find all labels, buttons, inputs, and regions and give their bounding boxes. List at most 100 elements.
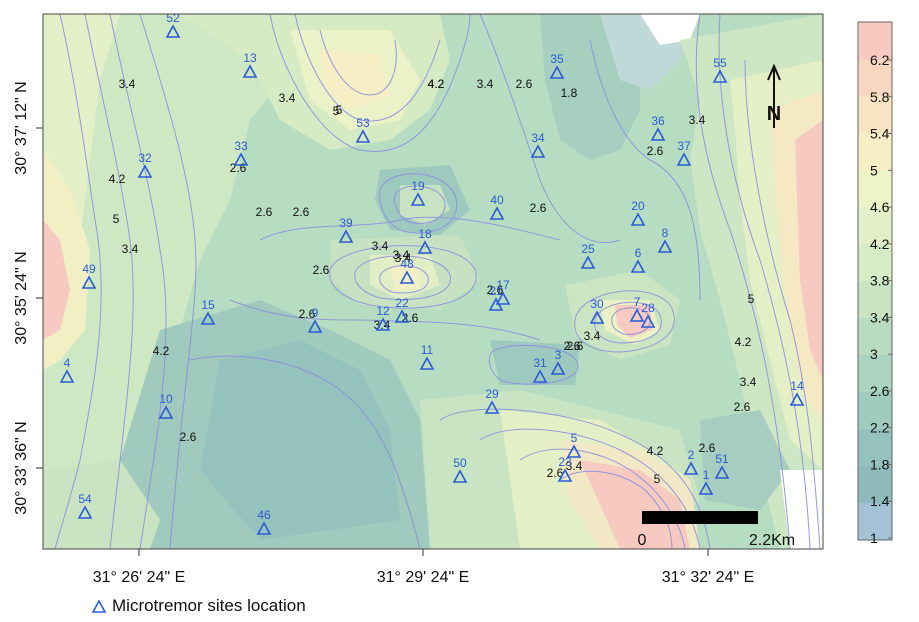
- site-label: 17: [496, 278, 510, 292]
- legend-value-label: 1.4: [870, 493, 890, 509]
- legend-swatch: [858, 170, 892, 208]
- contour-label: 3.4: [584, 329, 601, 343]
- legend-swatch: [858, 281, 892, 319]
- axis-ticks: [36, 127, 709, 556]
- legend-swatch: [858, 96, 892, 134]
- site-label: 19: [411, 179, 425, 193]
- legend-swatch: [858, 207, 892, 245]
- lon-label-left: 31° 26' 24" E: [93, 569, 186, 586]
- site-marker-icon: [714, 465, 730, 479]
- contour-label: 2.6: [647, 144, 664, 158]
- scale-start-label: 0: [638, 532, 647, 549]
- site-marker-icon: [375, 317, 391, 331]
- site-label: 9: [312, 306, 319, 320]
- site-label: 23: [558, 455, 572, 469]
- legend-value-label: 1.8: [870, 456, 890, 472]
- contour-label: 2.6: [564, 339, 581, 353]
- site-marker-icon: [532, 369, 548, 383]
- site-label: 40: [490, 193, 504, 207]
- site-marker-icon: [566, 444, 582, 458]
- site-marker-icon: [676, 152, 692, 166]
- legend-swatch: [858, 59, 892, 97]
- site-marker-icon: [394, 309, 410, 323]
- legend-swatch: [858, 318, 892, 356]
- contour-label: 4.2: [647, 444, 664, 458]
- lat-label-bottom: 30° 33' 36" N: [13, 421, 30, 514]
- caption: Microtremor sites location: [92, 596, 306, 616]
- contour-label: 5: [748, 292, 755, 306]
- site-label: 36: [651, 114, 665, 128]
- site-label: 21: [489, 284, 503, 298]
- contour-label: 2.6: [734, 400, 751, 414]
- contour-label: 3.4: [393, 248, 410, 262]
- contour-label: 3.4: [119, 77, 136, 91]
- contour-label: 5: [336, 103, 343, 117]
- legend: 6.2 5.8 5.4 5 4.6 4.2 3.8 3.4 3 2.6 2.2 1.8 1.4 1: [857, 21, 893, 546]
- site-label: 25: [581, 242, 595, 256]
- legend-value-label: 5.8: [870, 89, 890, 105]
- site-marker-icon: [484, 400, 500, 414]
- contour-label: 2.6: [402, 311, 419, 325]
- contour-label: 3.4: [689, 113, 706, 127]
- contour-label: 1.8: [561, 86, 578, 100]
- legend-swatch: [858, 22, 892, 60]
- site-label: 22: [395, 296, 409, 310]
- contour-label: 2.6: [299, 307, 316, 321]
- site-label: 51: [715, 452, 729, 466]
- site-marker-icon: [550, 361, 566, 375]
- legend-value-label: 5.4: [870, 126, 890, 142]
- site-label: 1: [703, 468, 710, 482]
- contour-label: 3.4: [372, 239, 389, 253]
- site-label: 18: [418, 227, 432, 241]
- site-label: 12: [376, 304, 390, 318]
- site-marker-icon: [307, 319, 323, 333]
- legend-swatch: [858, 429, 892, 467]
- lat-label-top: 30° 37' 12" N: [13, 81, 30, 174]
- contour-label: 4.2: [153, 344, 170, 358]
- site-marker-icon: [630, 212, 646, 226]
- contour-label: 5: [333, 104, 340, 118]
- site-marker-icon: [137, 164, 153, 178]
- scale-bar: 0 2.2Km: [638, 511, 795, 549]
- site-label: 20: [631, 199, 645, 213]
- lat-label-mid: 30° 35' 24" N: [13, 251, 30, 344]
- site-marker-icon: [629, 308, 645, 322]
- contour-label: 2.6: [547, 466, 564, 480]
- site-label: 5: [571, 431, 578, 445]
- legend-value-label: 6.2: [870, 52, 890, 68]
- map-frame: [42, 13, 824, 550]
- site-label: 33: [234, 139, 248, 153]
- site-marker-icon: [530, 144, 546, 158]
- site-marker-icon: [233, 152, 249, 166]
- site-label: 34: [531, 131, 545, 145]
- legend-swatch: [858, 244, 892, 282]
- site-marker-icon: [81, 275, 97, 289]
- site-label: 29: [485, 387, 499, 401]
- site-marker-icon: [549, 65, 565, 79]
- site-label: 31: [533, 356, 547, 370]
- legend-value-label: 1: [870, 530, 878, 546]
- contour-label: 2.6: [180, 430, 197, 444]
- site-marker-icon: [657, 239, 673, 253]
- site-label: 13: [243, 51, 257, 65]
- site-label: 48: [400, 257, 414, 271]
- site-marker-icon: [399, 270, 415, 284]
- legend-value-label: 5: [870, 162, 878, 178]
- contour-label: 5: [113, 212, 120, 226]
- site-marker-icon: [242, 64, 258, 78]
- contour-label: 2.6: [487, 283, 504, 297]
- legend-value-label: 2.2: [870, 420, 890, 436]
- contour-label: 3.4: [566, 459, 583, 473]
- site-label: 30: [590, 297, 604, 311]
- site-marker-icon: [557, 468, 573, 482]
- site-label: 2: [688, 448, 695, 462]
- site-marker-icon: [338, 229, 354, 243]
- contour-label: 2.6: [256, 205, 273, 219]
- site-label: 7: [634, 295, 641, 309]
- contour-label: 5: [654, 472, 661, 486]
- legend-swatch: [858, 133, 892, 171]
- contour-label: 3.4: [395, 251, 412, 265]
- site-label: 39: [339, 216, 353, 230]
